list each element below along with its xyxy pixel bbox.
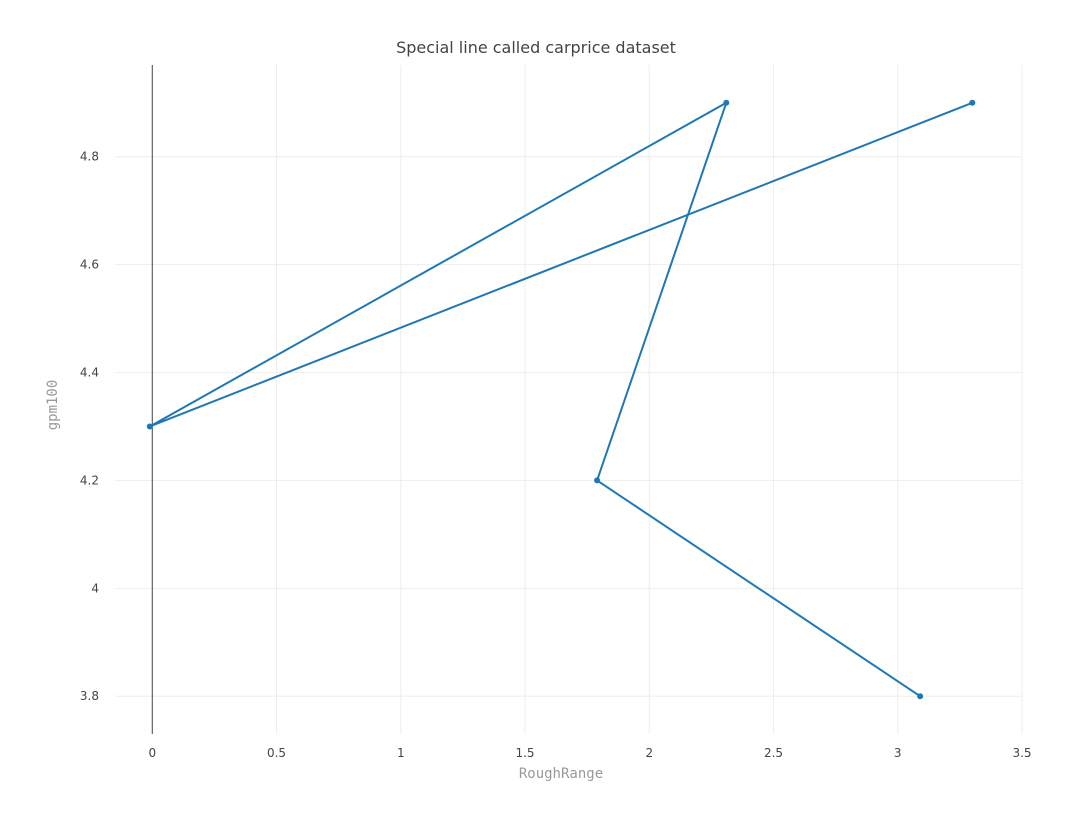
data-point[interactable] bbox=[917, 693, 924, 700]
data-point[interactable] bbox=[594, 477, 601, 484]
data-point[interactable] bbox=[969, 99, 976, 106]
y-tick-label: 4 bbox=[91, 581, 99, 595]
data-point[interactable] bbox=[723, 99, 730, 106]
x-tick-label: 3.5 bbox=[1012, 746, 1031, 760]
x-tick-label: 3 bbox=[894, 746, 902, 760]
y-tick-label: 4.4 bbox=[80, 366, 99, 380]
chart-title: Special line called carprice dataset bbox=[396, 38, 676, 57]
y-axis-title: gpm100 bbox=[45, 380, 61, 431]
y-axis-ticks: 3.8 4 4.2 4.4 4.6 4.8 bbox=[80, 150, 99, 704]
y-tick-label: 3.8 bbox=[80, 689, 99, 703]
series-layer bbox=[146, 99, 976, 700]
x-tick-label: 1.5 bbox=[515, 746, 534, 760]
y-tick-label: 4.8 bbox=[80, 150, 99, 164]
x-tick-label: 0 bbox=[148, 746, 156, 760]
x-tick-label: 0.5 bbox=[267, 746, 286, 760]
x-tick-label: 1 bbox=[397, 746, 405, 760]
y-tick-label: 4.6 bbox=[80, 258, 99, 272]
grid-lines bbox=[115, 65, 1023, 734]
x-tick-label: 2 bbox=[645, 746, 653, 760]
series-line bbox=[148, 101, 973, 698]
x-tick-label: 2.5 bbox=[764, 746, 783, 760]
data-point[interactable] bbox=[146, 423, 153, 430]
y-tick-label: 4.2 bbox=[80, 473, 99, 487]
x-axis-title: RoughRange bbox=[519, 766, 603, 782]
x-axis-ticks: 0 0.5 1 1.5 2 2.5 3 3.5 bbox=[148, 746, 1031, 760]
